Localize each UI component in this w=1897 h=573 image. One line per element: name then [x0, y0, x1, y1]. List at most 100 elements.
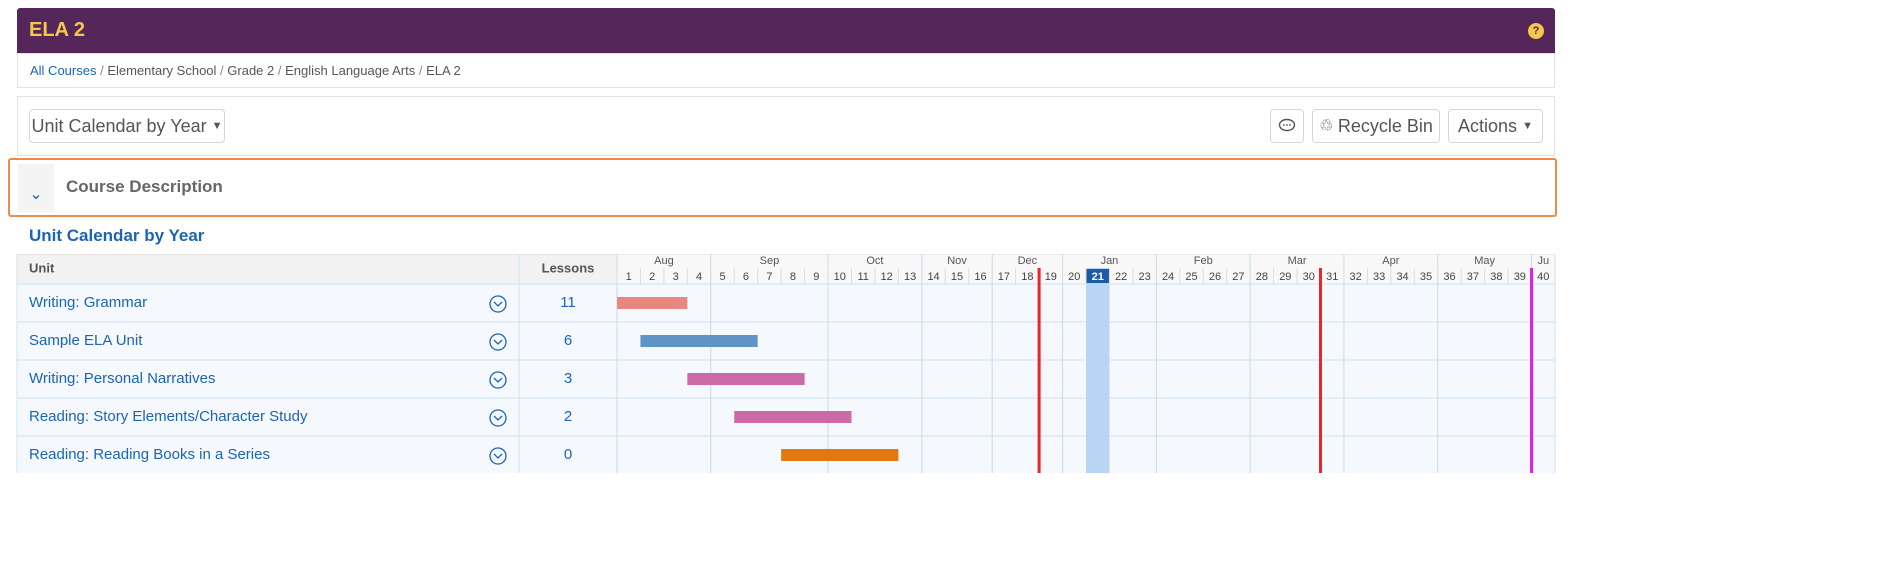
- week-label: 22: [1115, 271, 1127, 283]
- week-label: 26: [1209, 271, 1221, 283]
- actions-button[interactable]: Actions ▼: [1448, 109, 1543, 143]
- week-label: 11: [858, 271, 869, 283]
- week-label: 34: [1396, 271, 1408, 283]
- recycle-bin-button[interactable]: ♲ Recycle Bin: [1312, 109, 1440, 143]
- month-label: Jan: [1101, 255, 1119, 267]
- course-description-title: Course Description: [66, 177, 223, 196]
- collapse-toggle[interactable]: ⌄: [18, 164, 54, 212]
- comment-button[interactable]: [1270, 109, 1304, 143]
- week-label: 10: [834, 271, 846, 283]
- toolbar: Unit Calendar by Year ▼ ♲ Recycle Bin Ac…: [17, 96, 1555, 156]
- breadcrumb[interactable]: All Courses: [30, 63, 97, 78]
- week-label: 6: [743, 271, 749, 283]
- week-label: 33: [1373, 271, 1385, 283]
- week-label: 23: [1139, 271, 1151, 283]
- week-label: 18: [1021, 271, 1033, 283]
- view-menu-label: Unit Calendar by Year: [31, 115, 207, 136]
- lesson-count: 2: [564, 408, 572, 425]
- expand-icon[interactable]: [489, 371, 507, 389]
- week-label: 7: [766, 271, 772, 283]
- unit-name[interactable]: Sample ELA Unit: [29, 332, 143, 349]
- week-label: 28: [1256, 271, 1268, 283]
- month-label: Mar: [1288, 255, 1307, 267]
- column-header: Lessons: [542, 260, 595, 275]
- unit-name[interactable]: Reading: Reading Books in a Series: [29, 446, 270, 463]
- week-label: 35: [1420, 271, 1432, 283]
- expand-chevron: [493, 377, 503, 383]
- month-label: Sep: [760, 255, 780, 267]
- week-label: 3: [673, 271, 679, 283]
- week-label: 39: [1514, 271, 1526, 283]
- month-label: Nov: [947, 255, 967, 267]
- expand-icon[interactable]: [489, 447, 507, 465]
- expand-icon[interactable]: [489, 409, 507, 427]
- current-week-cell: [1086, 269, 1110, 283]
- week-label: 20: [1068, 271, 1080, 283]
- week-label: 25: [1185, 271, 1197, 283]
- recycle-bin-label: Recycle Bin: [1337, 115, 1433, 136]
- unit-calendar: Unit Lessons Aug Sep Oct Nov Dec Jan Feb Mar Apr Ma…: [16, 254, 1556, 473]
- week-label: 2: [649, 271, 655, 283]
- comment-icon: [1278, 118, 1296, 132]
- month-label: Aug: [654, 255, 674, 267]
- course-title: ELA 2: [29, 19, 85, 41]
- lesson-count: 0: [564, 446, 572, 463]
- week-label: 36: [1443, 271, 1455, 283]
- expand-chevron: [493, 339, 503, 345]
- breadcrumb-bar: All Courses / Elementary School / Grade …: [17, 53, 1555, 88]
- week-label: 31: [1326, 271, 1338, 283]
- breadcrumb[interactable]: Elementary School: [107, 63, 217, 78]
- week-label: 37: [1467, 271, 1479, 283]
- separator: /: [216, 63, 228, 78]
- week-label: 5: [719, 271, 725, 283]
- unit-name[interactable]: Writing: Grammar: [29, 294, 147, 311]
- lesson-count: 3: [564, 370, 572, 387]
- unit-name[interactable]: Writing: Personal Narratives: [29, 370, 215, 387]
- week-label: 12: [881, 271, 893, 283]
- expand-chevron: [493, 453, 503, 459]
- week-label: 9: [813, 271, 819, 283]
- row-background: [16, 283, 1556, 323]
- breadcrumb: ELA 2: [426, 63, 461, 78]
- week-label: 40: [1537, 271, 1549, 283]
- unit-bar[interactable]: [734, 411, 852, 423]
- breadcrumb[interactable]: English Language Arts: [285, 63, 416, 78]
- month-label: May: [1474, 255, 1495, 267]
- expand-icon[interactable]: [489, 295, 507, 313]
- expand-chevron: [493, 415, 503, 421]
- expand-chevron: [493, 301, 503, 307]
- week-label: 1: [626, 271, 632, 283]
- week-label: 14: [927, 271, 939, 283]
- unit-bar[interactable]: [640, 335, 758, 347]
- row-background: [16, 321, 1556, 361]
- week-label: 17: [998, 271, 1010, 283]
- month-label: Dec: [1018, 255, 1038, 267]
- week-label: 24: [1162, 271, 1174, 283]
- unit-bar[interactable]: [781, 449, 899, 461]
- course-description-panel[interactable]: ⌄ Course Description: [8, 158, 1557, 217]
- month-label: Ju: [1537, 255, 1549, 267]
- separator: /: [96, 63, 108, 78]
- separator: /: [415, 63, 427, 78]
- week-label: 19: [1045, 271, 1057, 283]
- week-label: 13: [904, 271, 916, 283]
- week-label: 30: [1303, 271, 1315, 283]
- unit-name[interactable]: Reading: Story Elements/Character Study: [29, 408, 308, 425]
- week-label: 29: [1279, 271, 1291, 283]
- month-label: Oct: [866, 255, 883, 267]
- month-label: Feb: [1194, 255, 1213, 267]
- week-label: 27: [1232, 271, 1244, 283]
- unit-bar[interactable]: [617, 297, 688, 309]
- week-label: 15: [951, 271, 963, 283]
- current-week-highlight: [1086, 268, 1110, 473]
- expand-icon[interactable]: [489, 333, 507, 351]
- month-label: Apr: [1382, 255, 1399, 267]
- week-label: 8: [790, 271, 796, 283]
- help-icon[interactable]: ?: [1528, 23, 1544, 39]
- breadcrumb[interactable]: Grade 2: [227, 63, 275, 78]
- view-menu[interactable]: Unit Calendar by Year ▼: [29, 109, 225, 143]
- week-label: 16: [974, 271, 986, 283]
- lesson-count: 11: [560, 294, 576, 311]
- unit-bar[interactable]: [687, 373, 805, 385]
